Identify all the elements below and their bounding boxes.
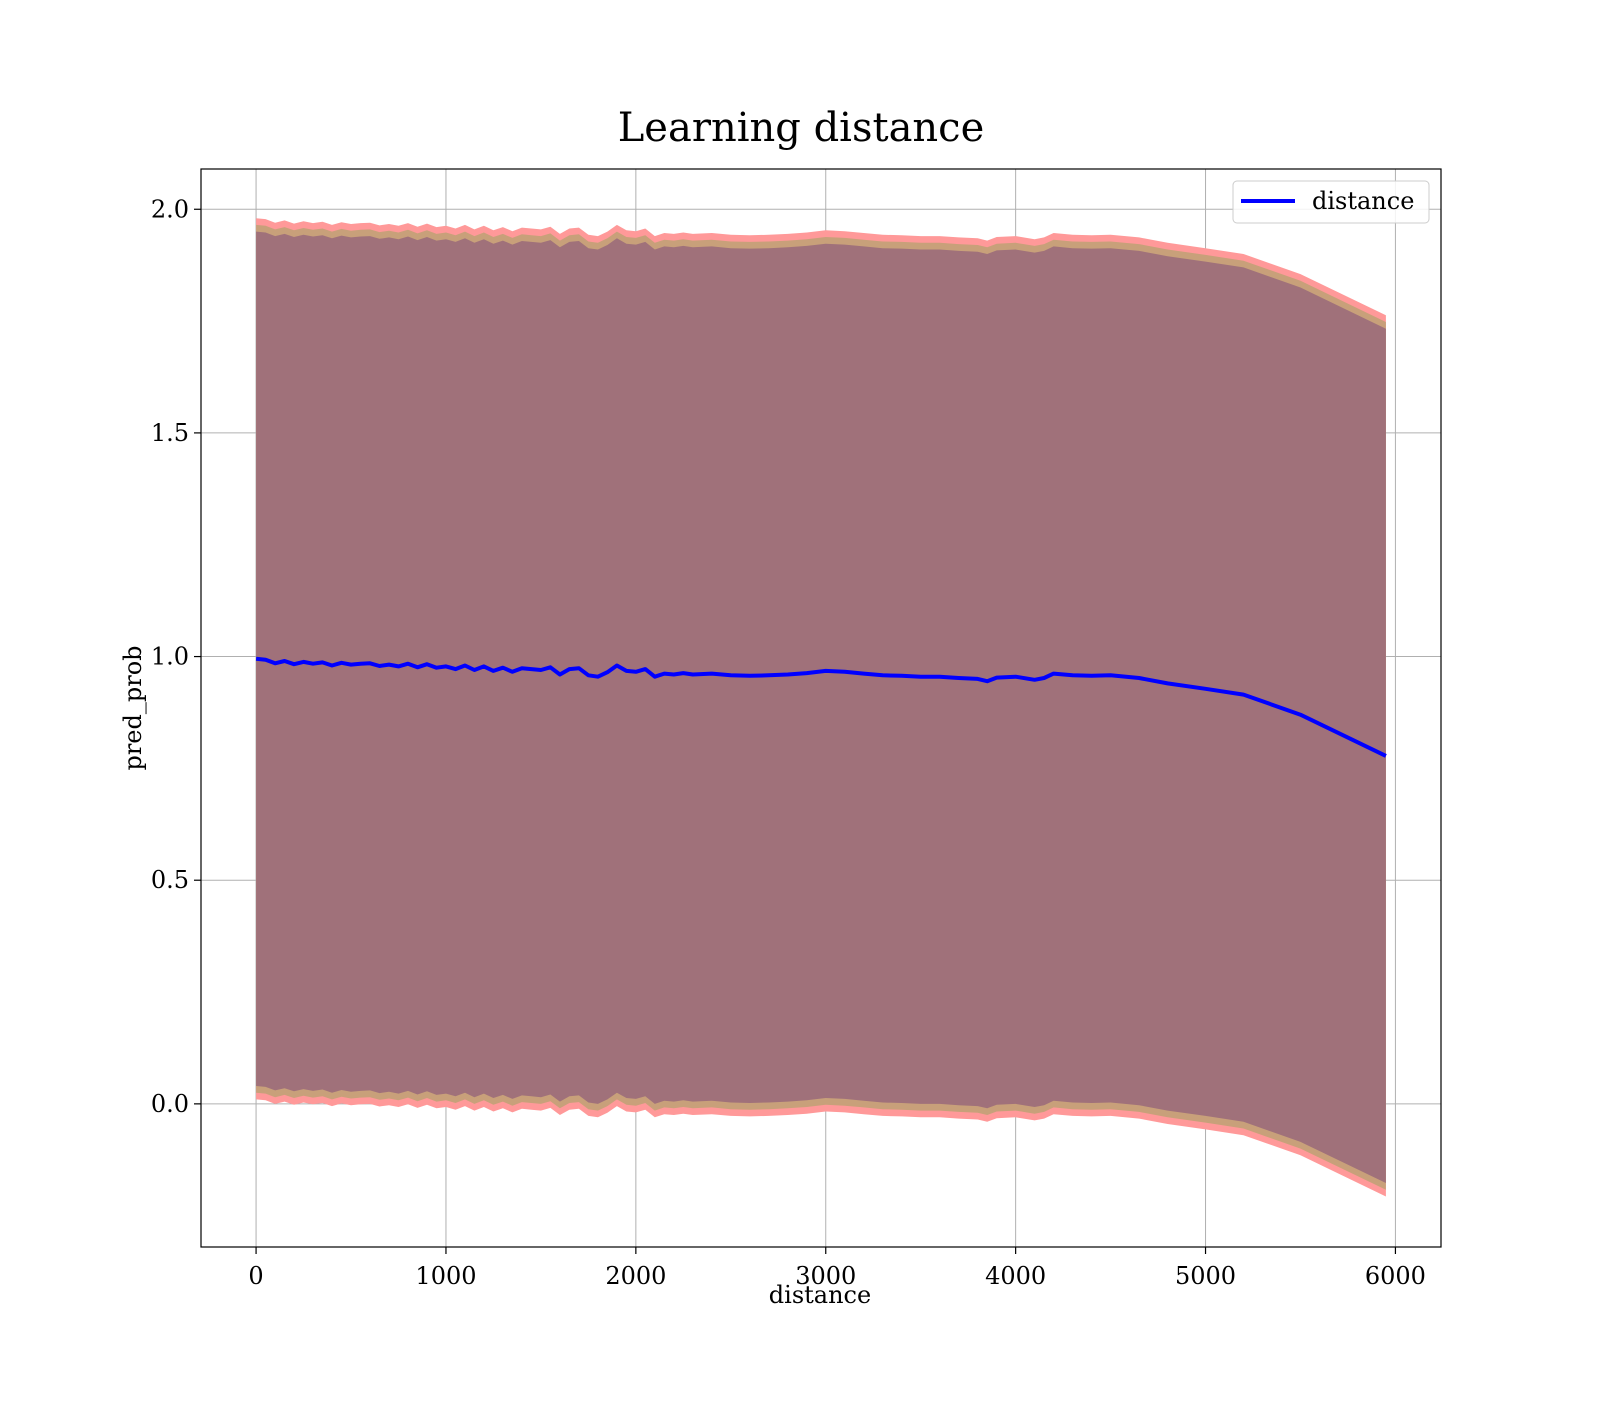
band-inner — [256, 231, 1386, 1184]
x-tick-label: 1000 — [415, 1262, 476, 1290]
y-tick-label: 1.5 — [151, 419, 189, 447]
y-tick-label: 0.5 — [151, 866, 189, 894]
x-tick-label: 3000 — [795, 1262, 856, 1290]
x-tick-label: 5000 — [1175, 1262, 1236, 1290]
x-tick-label: 2000 — [605, 1262, 666, 1290]
x-tick-label: 4000 — [985, 1262, 1046, 1290]
axis-ticks: 0 1000 2000 3000 4000 5000 6000 0.0 0.5 1.0 1.5 2.0 — [151, 195, 1426, 1290]
x-axis-label: distance — [769, 1281, 871, 1309]
legend: distance — [1232, 180, 1430, 224]
y-axis-label: pred_prob — [119, 645, 147, 770]
series-line-distance — [255, 656, 1387, 758]
chart-title: Learning distance — [618, 105, 985, 151]
x-tick-label: 6000 — [1365, 1262, 1426, 1290]
y-tick-label: 0.0 — [151, 1090, 189, 1118]
confidence-bands — [256, 218, 1386, 1197]
x-tick-label: 0 — [248, 1262, 263, 1290]
y-tick-label: 1.0 — [151, 643, 189, 671]
legend-label: distance — [1312, 187, 1414, 215]
legend-box — [1232, 180, 1430, 224]
plot-frame — [200, 168, 1442, 1248]
series-lines — [255, 656, 1387, 758]
y-tick-label: 2.0 — [151, 195, 189, 223]
